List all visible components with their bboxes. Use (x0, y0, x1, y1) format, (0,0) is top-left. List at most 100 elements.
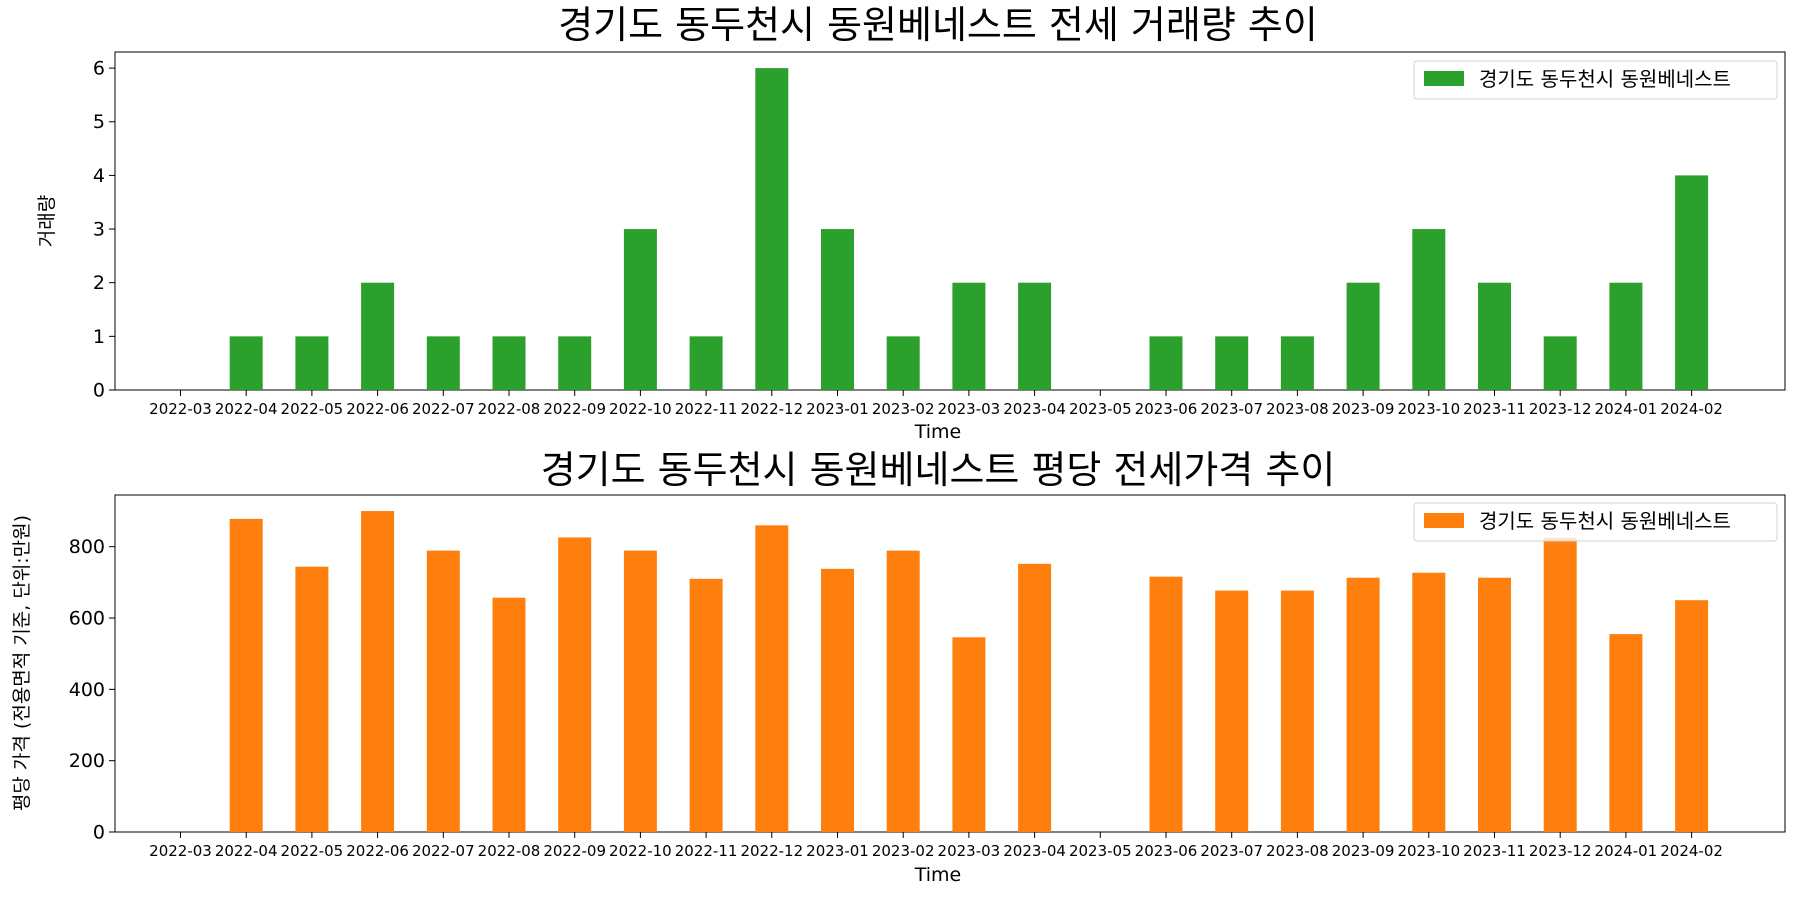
volume-x-tick-label: 2023-12 (1529, 400, 1592, 418)
price-y-tick-label: 800 (69, 536, 105, 558)
volume-y-tick-label: 4 (93, 165, 105, 187)
volume-x-tick-label: 2022-10 (609, 400, 672, 418)
volume-bar-2023-11 (1478, 282, 1511, 390)
volume-bar-2023-12 (1543, 336, 1577, 390)
volume-x-tick-label: 2022-11 (675, 400, 738, 418)
volume-y-tick-label: 6 (93, 58, 105, 80)
volume-legend: 경기도 동두천시 동원베네스트 (1413, 60, 1778, 100)
volume-x-tick-label: 2023-06 (1135, 400, 1198, 418)
price-x-tick-label: 2024-01 (1595, 842, 1658, 860)
volume-y-tick-label: 2 (93, 272, 105, 294)
volume-x-tick-label: 2023-11 (1463, 400, 1526, 418)
price-legend-label: 경기도 동두천시 동원베네스트 (1479, 509, 1731, 533)
price-x-tick-label: 2022-03 (149, 842, 212, 860)
volume-y-tick-label: 3 (93, 219, 105, 241)
volume-x-tick-label: 2024-01 (1595, 400, 1658, 418)
price-chart-title: 경기도 동두천시 동원베네스트 평당 전세가격 추이 (541, 448, 1336, 492)
volume-y-tick-label: 1 (93, 326, 105, 348)
volume-bar-2023-04 (1018, 282, 1052, 390)
volume-x-tick-label: 2022-08 (478, 400, 541, 418)
volume-x-tick-label: 2023-10 (1397, 400, 1460, 418)
price-x-tick-label: 2022-05 (281, 842, 344, 860)
price-x-tick-label: 2022-08 (478, 842, 541, 860)
price-x-tick-label: 2023-01 (806, 842, 869, 860)
price-x-tick-label: 2023-09 (1332, 842, 1395, 860)
price-legend-swatch (1424, 513, 1464, 528)
price-bar-2023-10 (1412, 572, 1446, 832)
price-chart-panel: 경기도 동두천시 동원베네스트 평당 전세가격 추이 0 200 400 600 800… (11, 448, 1786, 886)
volume-x-tick-label: 2022-09 (543, 400, 606, 418)
price-x-ticks: 2022-03 2022-04 2022-05 2022-06 2022-07 2022-… (149, 832, 1723, 860)
price-bar-2022-05 (295, 566, 329, 832)
volume-y-axis-label: 거래량 (36, 195, 58, 247)
price-bar-2023-04 (1018, 563, 1052, 832)
price-bar-2023-06 (1149, 576, 1183, 832)
price-x-tick-label: 2022-09 (543, 842, 606, 860)
price-bars (229, 511, 1709, 832)
price-bar-2024-02 (1675, 600, 1709, 832)
volume-x-tick-label: 2023-01 (806, 400, 869, 418)
price-bar-2023-08 (1280, 590, 1314, 832)
volume-x-tick-label: 2023-02 (872, 400, 935, 418)
price-plot-area (114, 494, 1786, 833)
volume-bar-2023-02 (886, 336, 920, 390)
volume-bar-2023-09 (1346, 282, 1380, 390)
volume-x-tick-label: 2023-08 (1266, 400, 1329, 418)
volume-legend-swatch (1424, 71, 1464, 86)
volume-x-tick-label: 2022-12 (740, 400, 803, 418)
price-y-ticks: 0 200 400 600 800 (69, 536, 115, 844)
price-bar-2023-12 (1543, 537, 1577, 832)
price-x-tick-label: 2024-02 (1660, 842, 1723, 860)
price-x-tick-label: 2023-11 (1463, 842, 1526, 860)
volume-bar-2023-10 (1412, 229, 1446, 390)
volume-x-tick-label: 2023-09 (1332, 400, 1395, 418)
price-x-tick-label: 2023-04 (1003, 842, 1066, 860)
price-x-tick-label: 2023-10 (1397, 842, 1460, 860)
volume-bar-2024-01 (1609, 282, 1643, 390)
price-bar-2023-09 (1346, 577, 1380, 832)
volume-bar-2022-11 (689, 336, 723, 390)
price-x-tick-label: 2022-11 (675, 842, 738, 860)
volume-legend-box (1413, 60, 1778, 100)
volume-x-tick-label: 2022-07 (412, 400, 475, 418)
volume-x-tick-label: 2023-03 (938, 400, 1001, 418)
volume-y-ticks: 0 1 2 3 4 5 6 (93, 58, 115, 402)
price-bar-2022-12 (755, 525, 789, 832)
price-x-tick-label: 2022-04 (215, 842, 278, 860)
price-x-tick-label: 2023-05 (1069, 842, 1132, 860)
volume-chart-panel: 경기도 동두천시 동원베네스트 전세 거래량 추이 0 1 2 3 4 5 6 2022-0… (36, 3, 1786, 443)
volume-bar-2022-04 (229, 336, 263, 390)
price-legend: 경기도 동두천시 동원베네스트 (1413, 502, 1778, 542)
price-bar-2022-11 (689, 578, 723, 832)
volume-x-tick-label: 2023-05 (1069, 400, 1132, 418)
price-y-tick-label: 200 (69, 750, 105, 772)
price-x-tick-label: 2022-07 (412, 842, 475, 860)
volume-bars (229, 68, 1709, 390)
volume-bar-2023-03 (952, 282, 986, 390)
price-legend-box (1413, 502, 1778, 542)
price-y-tick-label: 400 (69, 679, 105, 701)
price-bar-2022-08 (492, 597, 526, 832)
price-x-tick-label: 2022-10 (609, 842, 672, 860)
volume-x-tick-label: 2022-03 (149, 400, 212, 418)
price-bar-2022-09 (558, 537, 592, 832)
price-bar-2023-07 (1215, 590, 1249, 832)
price-bar-2022-04 (229, 518, 263, 832)
volume-bar-2023-06 (1149, 336, 1183, 390)
price-bar-2023-01 (821, 568, 854, 832)
volume-plot-area (114, 51, 1786, 391)
price-x-tick-label: 2023-12 (1529, 842, 1592, 860)
volume-bar-2022-12 (755, 68, 789, 390)
volume-chart-title: 경기도 동두천시 동원베네스트 전세 거래량 추이 (558, 3, 1318, 47)
volume-x-axis-label: Time (914, 421, 962, 443)
volume-bar-2024-02 (1675, 175, 1709, 390)
volume-bar-2023-08 (1280, 336, 1314, 390)
volume-x-tick-label: 2023-04 (1003, 400, 1066, 418)
volume-bar-2023-01 (821, 229, 854, 390)
volume-bar-2023-07 (1215, 336, 1249, 390)
volume-y-tick-label: 0 (93, 380, 105, 402)
price-x-tick-label: 2023-03 (938, 842, 1001, 860)
volume-bar-2022-09 (558, 336, 592, 390)
volume-bar-2022-06 (361, 282, 395, 390)
price-bar-2022-10 (623, 550, 657, 832)
